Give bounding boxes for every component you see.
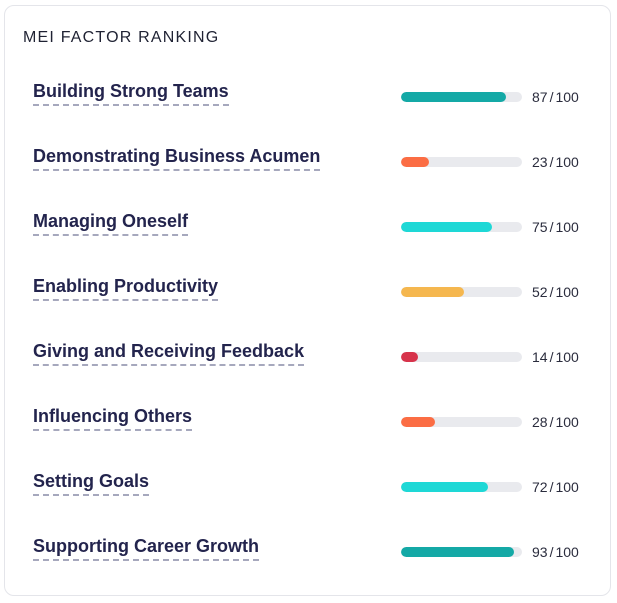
- score-bar-track: [401, 352, 522, 362]
- score-bar-track: [401, 287, 522, 297]
- factor-row-managing-oneself: Managing Oneself 75/100: [5, 196, 610, 236]
- score-bar-track: [401, 417, 522, 427]
- score-number: 14: [532, 349, 548, 365]
- score-bar-track: [401, 157, 522, 167]
- factor-link[interactable]: Giving and Receiving Feedback: [33, 341, 305, 366]
- factor-row-building-strong-teams: Building Strong Teams 87/100: [5, 66, 610, 106]
- score-max: 100: [555, 284, 579, 300]
- score-bar-track: [401, 92, 522, 102]
- factor-row-influencing-others: Influencing Others 28/100: [5, 391, 610, 431]
- score-number: 87: [532, 89, 548, 105]
- factor-link[interactable]: Enabling Productivity: [33, 276, 219, 301]
- factor-link[interactable]: Influencing Others: [33, 406, 193, 431]
- factor-link[interactable]: Managing Oneself: [33, 211, 189, 236]
- score-value: 87/100: [532, 89, 579, 105]
- score-max: 100: [555, 479, 579, 495]
- score-value: 75/100: [532, 219, 579, 235]
- score-bar-track: [401, 547, 522, 557]
- score-value: 14/100: [532, 349, 579, 365]
- score-max: 100: [555, 414, 579, 430]
- score-bar-track: [401, 222, 522, 232]
- mei-factor-ranking-card: MEI FACTOR RANKING Building Strong Teams…: [4, 5, 611, 596]
- score-max: 100: [555, 544, 579, 560]
- score-number: 72: [532, 479, 548, 495]
- factor-row-enabling-productivity: Enabling Productivity 52/100: [5, 261, 610, 301]
- score-max: 100: [555, 219, 579, 235]
- score-bar-fill: [401, 482, 489, 492]
- card-title: MEI FACTOR RANKING: [23, 29, 220, 46]
- score-number: 52: [532, 284, 548, 300]
- score-number: 28: [532, 414, 548, 430]
- score-value: 72/100: [532, 479, 579, 495]
- score-value: 52/100: [532, 284, 579, 300]
- factor-row-giving-and-receiving-feedback: Giving and Receiving Feedback 14/100: [5, 326, 610, 366]
- score-bar-fill: [401, 157, 429, 167]
- score-bar-fill: [401, 417, 435, 427]
- factor-link[interactable]: Setting Goals: [33, 471, 150, 496]
- factor-row-demonstrating-business-acumen: Demonstrating Business Acumen 23/100: [5, 131, 610, 171]
- score-value: 23/100: [532, 154, 579, 170]
- factor-link[interactable]: Demonstrating Business Acumen: [33, 146, 321, 171]
- factor-link[interactable]: Supporting Career Growth: [33, 536, 260, 561]
- score-number: 93: [532, 544, 548, 560]
- factor-row-supporting-career-growth: Supporting Career Growth 93/100: [5, 521, 610, 561]
- score-bar-fill: [401, 222, 492, 232]
- score-max: 100: [555, 154, 579, 170]
- score-max: 100: [555, 349, 579, 365]
- score-bar-fill: [401, 287, 464, 297]
- score-bar-fill: [401, 92, 507, 102]
- score-number: 75: [532, 219, 548, 235]
- score-max: 100: [555, 89, 579, 105]
- score-bar-track: [401, 482, 522, 492]
- score-value: 93/100: [532, 544, 579, 560]
- score-bar-fill: [401, 352, 418, 362]
- score-number: 23: [532, 154, 548, 170]
- score-bar-fill: [401, 547, 514, 557]
- factor-row-setting-goals: Setting Goals 72/100: [5, 456, 610, 496]
- factor-link[interactable]: Building Strong Teams: [33, 81, 229, 106]
- score-value: 28/100: [532, 414, 579, 430]
